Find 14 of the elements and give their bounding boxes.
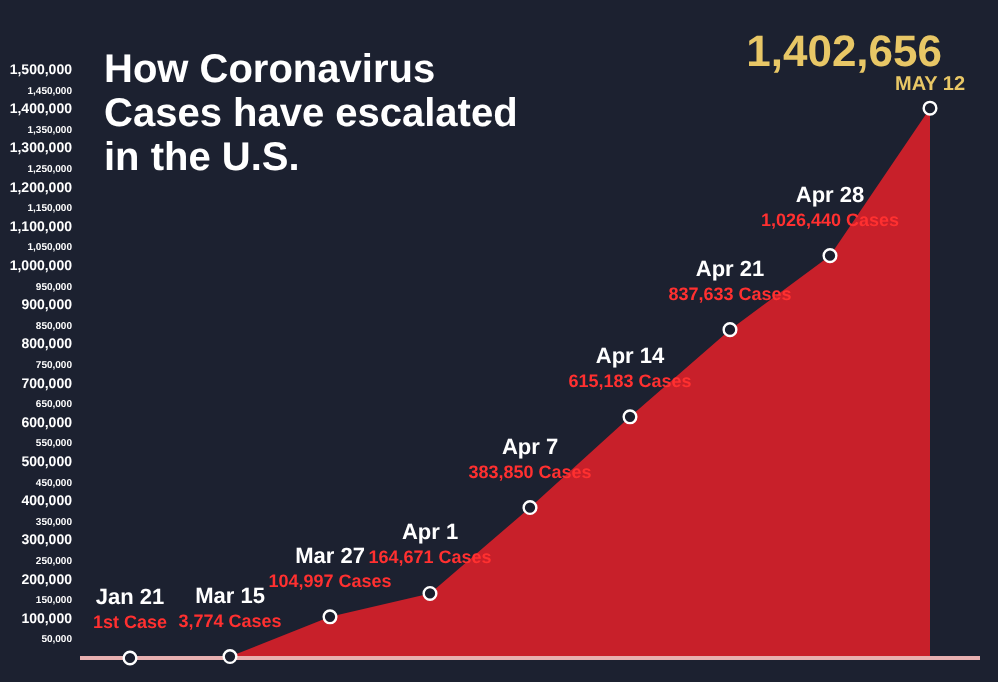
x-tick-label: Jan 21 bbox=[95, 586, 165, 610]
x-tick-label: Mar 27 bbox=[295, 544, 365, 569]
x-tick-label: Apr 14 bbox=[595, 344, 666, 369]
text: 1,402,656 bbox=[746, 26, 942, 77]
x-tick-label: Apr 7 bbox=[501, 435, 559, 460]
x-tick-label: Apr 1 bbox=[401, 521, 459, 546]
x-tick-label: Mar 15 bbox=[195, 584, 265, 609]
text: How Coronavirus Cases have escalated in the U.S. bbox=[104, 48, 518, 180]
x-tick-label: Apr 28 bbox=[795, 183, 865, 208]
x-tick-label: MAY 12 bbox=[894, 74, 966, 97]
text: 104,997 Cases bbox=[268, 570, 392, 591]
x-tick-label: Apr 21 bbox=[695, 257, 765, 282]
text: 3,774 Cases bbox=[178, 610, 282, 631]
text: 1st Case bbox=[92, 612, 168, 632]
